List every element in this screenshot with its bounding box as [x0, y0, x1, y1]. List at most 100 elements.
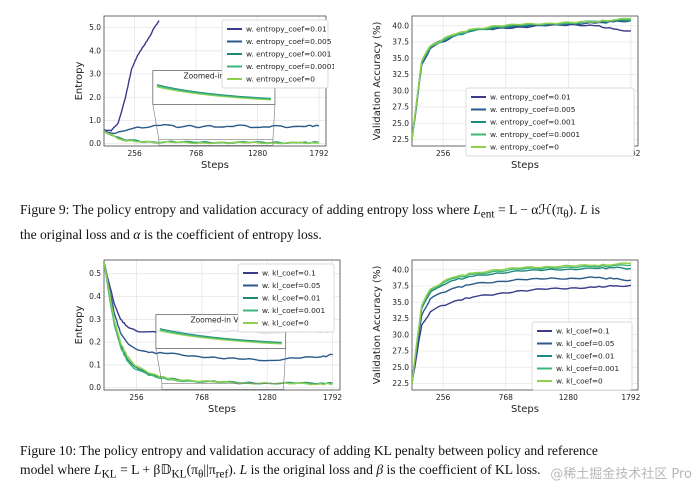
y-tick-label: 30.0: [392, 330, 409, 339]
x-tick-label: 768: [195, 393, 210, 402]
series-line: [104, 262, 333, 386]
x-tick-label: 1792: [309, 149, 328, 158]
legend-label: w. kl_coef=0.01: [262, 294, 321, 303]
fig9-math-L2: L: [580, 202, 588, 217]
fig10-math-rest2: (π: [186, 462, 198, 477]
fig10-math-L: L: [94, 462, 102, 477]
fig10-math-theta: θ: [197, 468, 204, 481]
y-tick-label: 35.0: [392, 54, 409, 63]
y-axis-label: Entropy: [74, 305, 85, 344]
y-axis-label: Validation Accuracy (%): [372, 266, 383, 385]
legend-label: w. entropy_coef=0.01: [490, 93, 571, 102]
fig9-caption-is: is: [590, 202, 601, 217]
zoom-line: [156, 85, 271, 100]
x-tick-label: 1792: [621, 393, 640, 402]
plot-frame: [411, 259, 639, 391]
x-axis-label: Steps: [511, 404, 539, 415]
y-tick-label: 0.4: [89, 292, 101, 301]
legend-label: w. entropy_coef=0.01: [246, 25, 327, 34]
fig9-math-theta: θ: [563, 208, 569, 221]
fig10-math-sub: KL: [101, 468, 117, 481]
x-axis-label: Steps: [208, 404, 236, 415]
fig10-math-sub2: KL: [171, 468, 187, 481]
legend-label: w. kl_coef=0.05: [556, 339, 615, 348]
legend-label: w. entropy_coef=0.0001: [490, 130, 580, 139]
legend-label: w. kl_coef=0.1: [262, 269, 316, 278]
legend-label: w. entropy_coef=0.001: [490, 118, 576, 127]
legend-label: w. kl_coef=0.1: [556, 327, 610, 336]
fig10-math-L2: L: [239, 462, 248, 477]
zoom-line: [156, 86, 271, 101]
watermark: @稀土掘金技术社区 Pro: [550, 467, 692, 482]
fig9-entropy-chart: 256 768 1280 1792 0.0 1.0 2.0 3.0 4.0 5.0 Steps Ent…: [72, 8, 334, 176]
y-axis-label: Validation Accuracy (%): [372, 22, 383, 141]
fig10-caption-label: Figure 10:: [20, 443, 77, 458]
fig10-caption-line2c: is the coefficient of KL loss.: [386, 462, 541, 477]
zoom-label: Zoomed-in View: [184, 72, 245, 81]
series-line: [412, 262, 631, 384]
fig9-accuracy-svg: 2567681280179222.525.027.530.032.535.037…: [372, 15, 641, 171]
fig10-math-rest: = L + β𝔻: [120, 462, 172, 477]
legend-label: w. entropy_coef=0: [246, 75, 315, 84]
y-tick-label: 37.5: [392, 38, 409, 47]
y-tick-label: 25.0: [392, 363, 409, 372]
legend-label: w. entropy_coef=0.0001: [246, 62, 334, 71]
y-tick-label: 0.2: [89, 338, 101, 347]
fig10-entropy-svg: 256 768 1280 1792 0.0 0.1 0.2 0.3 0.4 0.5 Steps Ent…: [74, 259, 342, 415]
legend-label: w. kl_coef=0: [556, 377, 603, 386]
legend-box: [465, 87, 635, 157]
fig10-math-beta: β: [376, 462, 384, 477]
y-tick-label: 22.5: [392, 379, 409, 388]
legend-label: w. entropy_coef=0: [490, 143, 559, 152]
y-tick-label: 32.5: [392, 70, 409, 79]
legend-label: w. entropy_coef=0.001: [246, 50, 332, 59]
fig9-accuracy-chart: 2567681280179222.525.027.530.032.535.037…: [368, 8, 650, 176]
fig9-math-rest: = L − αℋ(π: [497, 202, 564, 217]
y-tick-label: 25.0: [392, 119, 409, 128]
x-tick-label: 256: [436, 393, 451, 402]
fig9-entropy-svg: 256 768 1280 1792 0.0 1.0 2.0 3.0 4.0 5.0 Steps Ent…: [74, 15, 334, 171]
fig10-accuracy-svg: 256 768 1280 1792 22.5 25.0 27.5 30.0 32.5 35.0 37…: [372, 259, 641, 415]
x-axis-label: Steps: [201, 160, 229, 171]
zoom-line: [159, 328, 282, 343]
zoom-region: [158, 139, 274, 146]
fig10-entropy-chart: 256 768 1280 1792 0.0 0.1 0.2 0.3 0.4 0.5 Steps Ent…: [72, 252, 348, 420]
fig9-caption: Figure 9: The policy entropy and validat…: [20, 200, 682, 244]
fig10-math-close: ).: [228, 462, 237, 477]
series-line: [104, 123, 320, 135]
series-line: [104, 262, 333, 362]
fig10-caption-line2a: model where: [20, 462, 91, 477]
legend-label: w. kl_coef=0: [262, 319, 309, 328]
fig9-math-close: ).: [568, 202, 577, 217]
y-tick-label: 27.5: [392, 103, 409, 112]
zoom-connector: [283, 348, 287, 384]
fig9-caption-line2-rest: is the coefficient of entropy loss.: [143, 226, 322, 242]
x-tick-label: 768: [189, 149, 204, 158]
y-tick-label: 0.0: [89, 383, 101, 392]
y-tick-label: 1.0: [89, 116, 101, 125]
fig10-math-sub3: ref: [215, 468, 229, 481]
x-tick-label: 256: [129, 393, 144, 402]
y-tick-label: 0.5: [89, 269, 101, 278]
y-tick-label: 0.3: [89, 315, 101, 324]
zoom-connector: [272, 104, 276, 140]
x-tick-label: 1792: [323, 393, 342, 402]
series-line: [412, 276, 631, 384]
series-line: [412, 284, 632, 384]
plot-frame: [103, 259, 341, 391]
x-tick-label: 1280: [258, 393, 277, 402]
series-line: [104, 20, 160, 132]
y-tick-label: 30.0: [392, 86, 409, 95]
x-tick-label: 768: [499, 393, 514, 402]
fig10-caption: Figure 10: The policy entropy and valida…: [20, 441, 682, 485]
series-line: [104, 130, 320, 145]
fig9-caption-text: The policy entropy and validation accura…: [72, 202, 470, 217]
legend-label: w. kl_coef=0.001: [262, 306, 325, 315]
series-line: [412, 17, 631, 140]
fig9-caption-label: Figure 9:: [20, 202, 70, 217]
zoom-line: [159, 330, 282, 345]
legend-label: w. entropy_coef=0.005: [246, 37, 332, 46]
zoom-line: [156, 84, 271, 99]
fig10-caption-line2b: is the original loss and: [250, 462, 373, 477]
zoom-region: [161, 383, 285, 390]
